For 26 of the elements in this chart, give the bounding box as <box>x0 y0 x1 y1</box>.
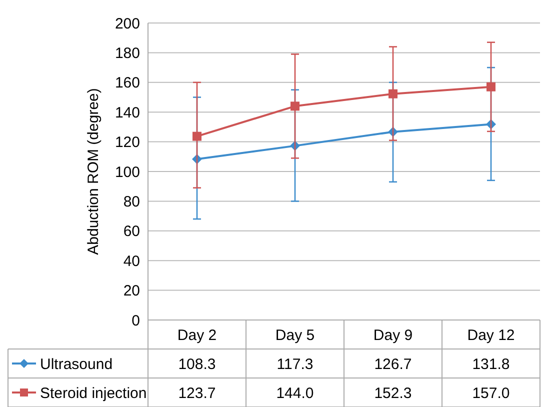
data-label: 157.0 <box>472 384 510 402</box>
legend-label: Steroid injection <box>40 384 147 402</box>
y-axis-title: Abduction ROM (degree) <box>85 88 102 255</box>
data-label: 108.3 <box>178 356 216 373</box>
y-tick-label: 160 <box>114 74 140 92</box>
x-tick-label: Day 5 <box>275 326 315 344</box>
y-tick-label: 100 <box>114 164 140 181</box>
y-tick-label: 0 <box>132 312 140 330</box>
y-tick-label: 20 <box>123 282 140 300</box>
y-tick-label: 60 <box>123 223 140 240</box>
y-tick-label: 140 <box>114 104 140 122</box>
x-tick-label: Day 12 <box>467 326 515 344</box>
y-tick-label: 80 <box>123 193 140 210</box>
data-label: 144.0 <box>276 384 314 402</box>
data-label: 131.8 <box>472 356 510 373</box>
data-label: 126.7 <box>374 356 412 373</box>
data-label: 117.3 <box>276 356 314 373</box>
x-tick-label: Day 2 <box>177 326 217 344</box>
data-label: 123.7 <box>178 384 216 402</box>
y-tick-label: 40 <box>123 252 140 270</box>
data-label: 152.3 <box>374 384 412 402</box>
y-tick-label: 180 <box>114 44 140 62</box>
y-tick-label: 200 <box>114 15 140 32</box>
y-tick-label: 120 <box>114 134 140 152</box>
legend-label: Ultrasound <box>40 356 113 373</box>
x-tick-label: Day 9 <box>373 326 413 344</box>
